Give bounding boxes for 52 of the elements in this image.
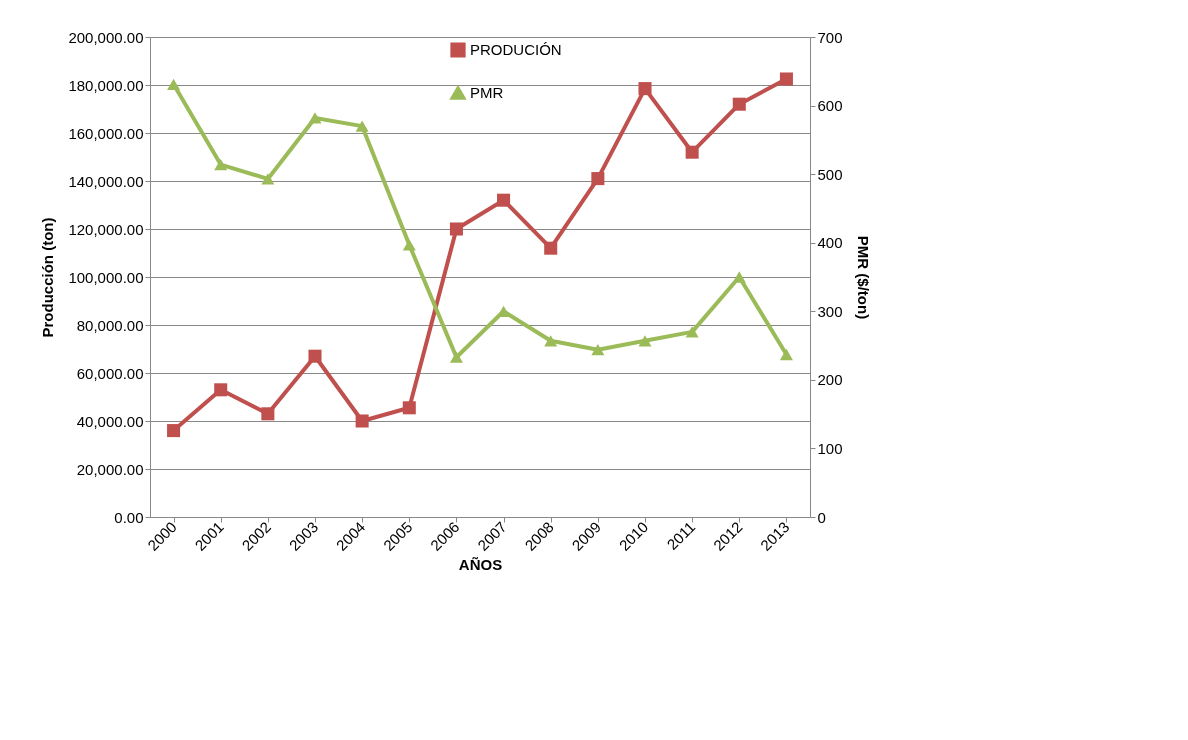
point xyxy=(591,172,605,186)
point xyxy=(214,158,228,171)
point xyxy=(685,145,699,159)
point xyxy=(544,241,558,255)
point xyxy=(167,78,181,90)
point xyxy=(732,271,746,283)
point xyxy=(497,305,511,317)
legend-label: PRODUCIÓN xyxy=(470,41,562,58)
point xyxy=(355,120,369,132)
point xyxy=(638,335,652,347)
point xyxy=(308,349,322,363)
y-tick-label: 80,000.00 xyxy=(76,316,144,334)
point xyxy=(308,112,322,124)
point xyxy=(591,344,605,356)
point xyxy=(402,239,416,251)
y-tick-label: 200,000.00 xyxy=(68,28,144,46)
y2-axis-title: PMR ($/ton) xyxy=(854,235,872,320)
point xyxy=(779,72,793,86)
point xyxy=(261,407,275,421)
y2-tick-label: 600 xyxy=(817,97,843,115)
legend-label: PMR xyxy=(470,84,504,101)
point xyxy=(261,173,275,185)
point xyxy=(167,424,181,438)
y2-tick-label: 200 xyxy=(817,371,843,389)
y-tick-label: 20,000.00 xyxy=(76,460,144,478)
point xyxy=(402,401,416,415)
y-axis-title: Producción (ton) xyxy=(39,217,57,338)
point xyxy=(214,383,228,397)
x-axis-title: AÑOS xyxy=(458,555,503,573)
y2-tick-label: 100 xyxy=(817,439,843,457)
y2-tick-label: 0 xyxy=(817,508,826,526)
point xyxy=(449,222,463,236)
point xyxy=(544,335,558,347)
point xyxy=(732,97,746,111)
y-tick-label: 180,000.00 xyxy=(68,76,144,94)
y2-tick-label: 400 xyxy=(817,234,843,252)
y2-tick-label: 500 xyxy=(817,165,843,183)
y-tick-label: 40,000.00 xyxy=(76,412,144,430)
y-tick-label: 140,000.00 xyxy=(68,172,144,190)
point xyxy=(355,414,369,428)
point xyxy=(685,326,699,338)
y-tick-label: 160,000.00 xyxy=(68,124,144,142)
y-tick-label: 60,000.00 xyxy=(76,364,144,382)
y2-tick-label: 300 xyxy=(817,302,843,320)
point xyxy=(497,193,511,207)
y-tick-label: 100,000.00 xyxy=(68,268,144,286)
point xyxy=(779,348,793,361)
point xyxy=(449,351,463,363)
point xyxy=(638,82,652,96)
y-tick-label: 0.00 xyxy=(114,508,144,526)
y-tick-label: 120,000.00 xyxy=(68,220,144,238)
y2-tick-label: 700 xyxy=(817,28,843,46)
